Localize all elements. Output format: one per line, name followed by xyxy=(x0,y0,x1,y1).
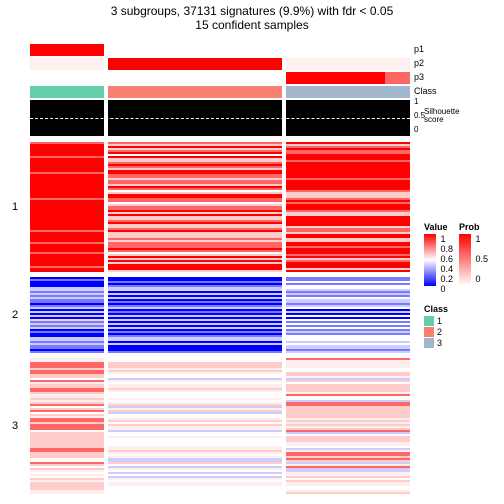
legend-value: Value 10.80.60.40.20 xyxy=(424,222,453,294)
annotation-container: p1p2p3Class10.50Silhouette score xyxy=(30,44,410,98)
chart-subtitle: 15 confident samples xyxy=(0,18,504,38)
annot-label: p2 xyxy=(414,58,424,68)
row-group-label: 1 xyxy=(12,201,18,213)
annot-row-class xyxy=(30,86,410,98)
row-group-label: 2 xyxy=(12,309,18,321)
legend-panel: Value 10.80.60.40.20 Prob 10.50 Class 12… xyxy=(424,222,500,349)
legend-prob-title: Prob xyxy=(459,222,480,232)
chart-title: 3 subgroups, 37131 signatures (9.9%) wit… xyxy=(0,0,504,18)
legend-value-bar xyxy=(424,234,436,286)
legend-prob: Prob 10.50 xyxy=(459,222,488,294)
annot-label: p1 xyxy=(414,44,424,54)
legend-class-item: 3 xyxy=(424,338,500,348)
annot-row-p1 xyxy=(30,44,410,56)
heatmap-row-group-1: 1 xyxy=(30,142,410,272)
row-group-label: 3 xyxy=(12,420,18,432)
annot-row-p2 xyxy=(30,58,410,70)
heatmap-body: 123 xyxy=(30,142,410,496)
legend-prob-bar xyxy=(459,234,471,286)
legend-value-ticks: 10.80.60.40.20 xyxy=(441,234,454,294)
heatmap-main: p1p2p3Class10.50Silhouette score 123 xyxy=(30,44,410,494)
annot-label: Class xyxy=(414,86,437,96)
legend-value-title: Value xyxy=(424,222,448,232)
legend-class-item: 1 xyxy=(424,316,500,326)
annot-row-p3 xyxy=(30,72,410,84)
legend-class-items: 123 xyxy=(424,316,500,348)
heatmap-row-group-3: 3 xyxy=(30,358,410,494)
legend-prob-ticks: 10.50 xyxy=(476,234,489,294)
legend-class: Class 123 xyxy=(424,304,500,348)
heatmap-row-group-2: 2 xyxy=(30,277,410,353)
legend-class-item: 2 xyxy=(424,327,500,337)
silhouette-track xyxy=(30,100,410,136)
annot-label: p3 xyxy=(414,72,424,82)
legend-class-title: Class xyxy=(424,304,448,314)
